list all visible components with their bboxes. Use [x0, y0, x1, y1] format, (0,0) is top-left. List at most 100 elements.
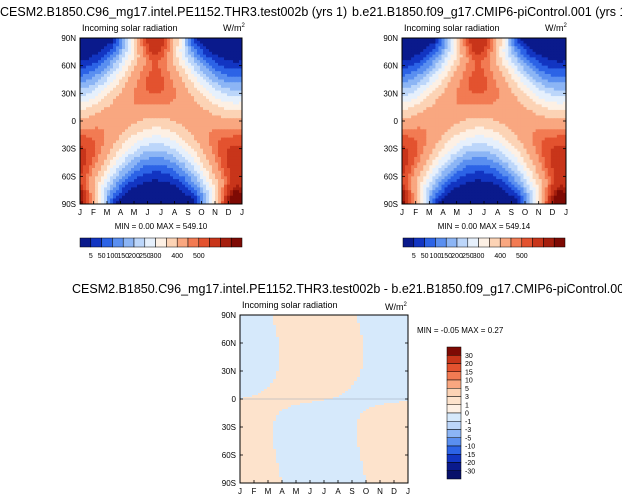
field-cell: [402, 101, 406, 105]
field-cell: [417, 68, 421, 72]
field-cell: [221, 96, 225, 100]
field-cell: [173, 184, 177, 188]
field-cell: [447, 79, 452, 83]
field-cell: [98, 148, 102, 153]
field-cell: [224, 129, 228, 133]
field-cell: [468, 57, 473, 61]
field-cell: [110, 49, 114, 53]
field-cell: [128, 96, 132, 100]
field-cell: [438, 109, 443, 114]
field-cell: [143, 51, 147, 56]
field-cell: [411, 49, 415, 53]
field-cell: [197, 65, 201, 70]
field-cell: [553, 60, 558, 64]
field-cell: [405, 87, 409, 92]
field-cell: [143, 162, 147, 166]
field-cell: [155, 159, 159, 164]
field-cell: [520, 68, 525, 72]
field-cell: [131, 118, 135, 122]
field-cell: [544, 107, 549, 111]
field-cell: [149, 195, 153, 200]
field-cell: [197, 71, 201, 75]
field-cell: [426, 115, 430, 119]
field-cell: [230, 118, 234, 122]
field-cell: [197, 76, 201, 81]
field-cell: [194, 60, 198, 64]
field-cell: [239, 90, 242, 94]
field-cell: [92, 79, 96, 83]
field-cell: [113, 192, 117, 197]
field-cell: [547, 118, 552, 122]
field-cell: [227, 49, 231, 53]
field-cell: [230, 90, 234, 94]
field-cell: [432, 46, 437, 50]
field-cell: [517, 112, 522, 117]
field-cell: [104, 62, 108, 67]
field-cell: [155, 192, 159, 197]
field-cell: [215, 187, 219, 191]
field-cell: [125, 38, 129, 42]
field-cell: [203, 62, 207, 67]
field-cell: [541, 68, 546, 72]
field-cell: [89, 115, 93, 119]
field-cell: [191, 90, 195, 94]
field-cell: [80, 129, 84, 133]
field-cell: [411, 65, 415, 70]
field-cell: [429, 87, 433, 92]
field-cell: [496, 71, 500, 75]
field-cell: [89, 195, 93, 200]
field-cell: [544, 57, 549, 61]
field-cell: [164, 90, 168, 94]
field-cell: [107, 76, 111, 81]
field-cell: [221, 51, 225, 56]
field-cell: [417, 90, 421, 94]
field-cell: [89, 179, 93, 183]
field-cell: [209, 40, 213, 45]
field-cell: [92, 162, 96, 166]
field-cell: [143, 159, 147, 164]
field-cell: [215, 165, 219, 169]
field-cell: [95, 85, 99, 89]
field-cell: [95, 132, 99, 136]
field-cell: [173, 190, 177, 194]
field-cell: [218, 115, 222, 119]
field-cell: [550, 51, 555, 56]
field-cell: [221, 168, 225, 172]
field-cell: [423, 76, 427, 81]
field-cell: [164, 82, 168, 86]
field-cell: [456, 54, 461, 58]
field-cell: [426, 90, 430, 94]
field-cell: [101, 154, 105, 158]
field-cell: [176, 198, 180, 202]
field-cell: [447, 54, 452, 58]
field-cell: [140, 181, 144, 186]
field-cell: [550, 43, 555, 47]
field-cell: [490, 107, 494, 111]
field-cell: [517, 82, 522, 86]
field-cell: [194, 148, 198, 153]
field-cell: [508, 73, 512, 78]
field-cell: [194, 112, 198, 117]
field-cell: [420, 118, 424, 122]
field-cell: [179, 145, 183, 150]
field-cell: [556, 54, 561, 58]
field-cell: [215, 154, 219, 158]
field-cell: [140, 129, 144, 133]
field-cell: [89, 154, 93, 158]
field-cell: [432, 87, 437, 92]
field-cell: [122, 60, 126, 64]
field-cell: [188, 123, 192, 128]
field-cell: [236, 104, 240, 108]
field-cell: [559, 38, 564, 42]
field-cell: [541, 65, 546, 70]
field-cell: [173, 73, 177, 78]
field-cell: [544, 104, 549, 108]
field-cell: [173, 165, 177, 169]
field-cell: [92, 123, 96, 128]
field-cell: [143, 190, 147, 194]
field-cell: [152, 134, 156, 139]
field-cell: [459, 49, 464, 53]
field-cell: [149, 60, 153, 64]
field-cell: [98, 65, 102, 70]
field-cell: [152, 176, 156, 180]
